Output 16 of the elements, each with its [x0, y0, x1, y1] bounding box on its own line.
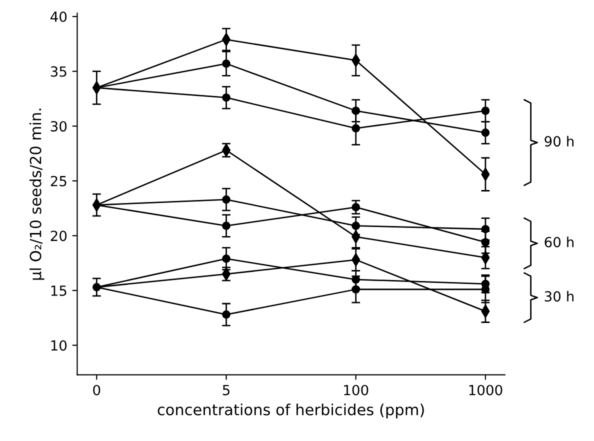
- y-tick-label: 35: [50, 66, 66, 77]
- y-tick-label: 15: [51, 286, 66, 296]
- y-tick-label: 25: [50, 176, 66, 186]
- text: 30 h: [544, 290, 574, 302]
- x-tick-label: 1000: [469, 384, 502, 396]
- text: 90 h: [544, 136, 574, 147]
- y-tick-label: 20: [50, 230, 67, 242]
- x-tick-label: 5: [222, 385, 230, 396]
- y-tick-label: 30: [50, 121, 67, 132]
- x-tick-label: 100: [344, 384, 368, 396]
- text: 60 h: [544, 236, 574, 248]
- x-axis-title: concentrations of herbicides (ppm): [158, 404, 424, 418]
- x-tick-label: 0: [93, 384, 100, 396]
- y-tick-label: 10: [51, 340, 67, 351]
- y-tick-label: 40: [50, 11, 67, 22]
- y-axis-title: µl O₂/10 seeds/20 min.: [29, 108, 44, 280]
